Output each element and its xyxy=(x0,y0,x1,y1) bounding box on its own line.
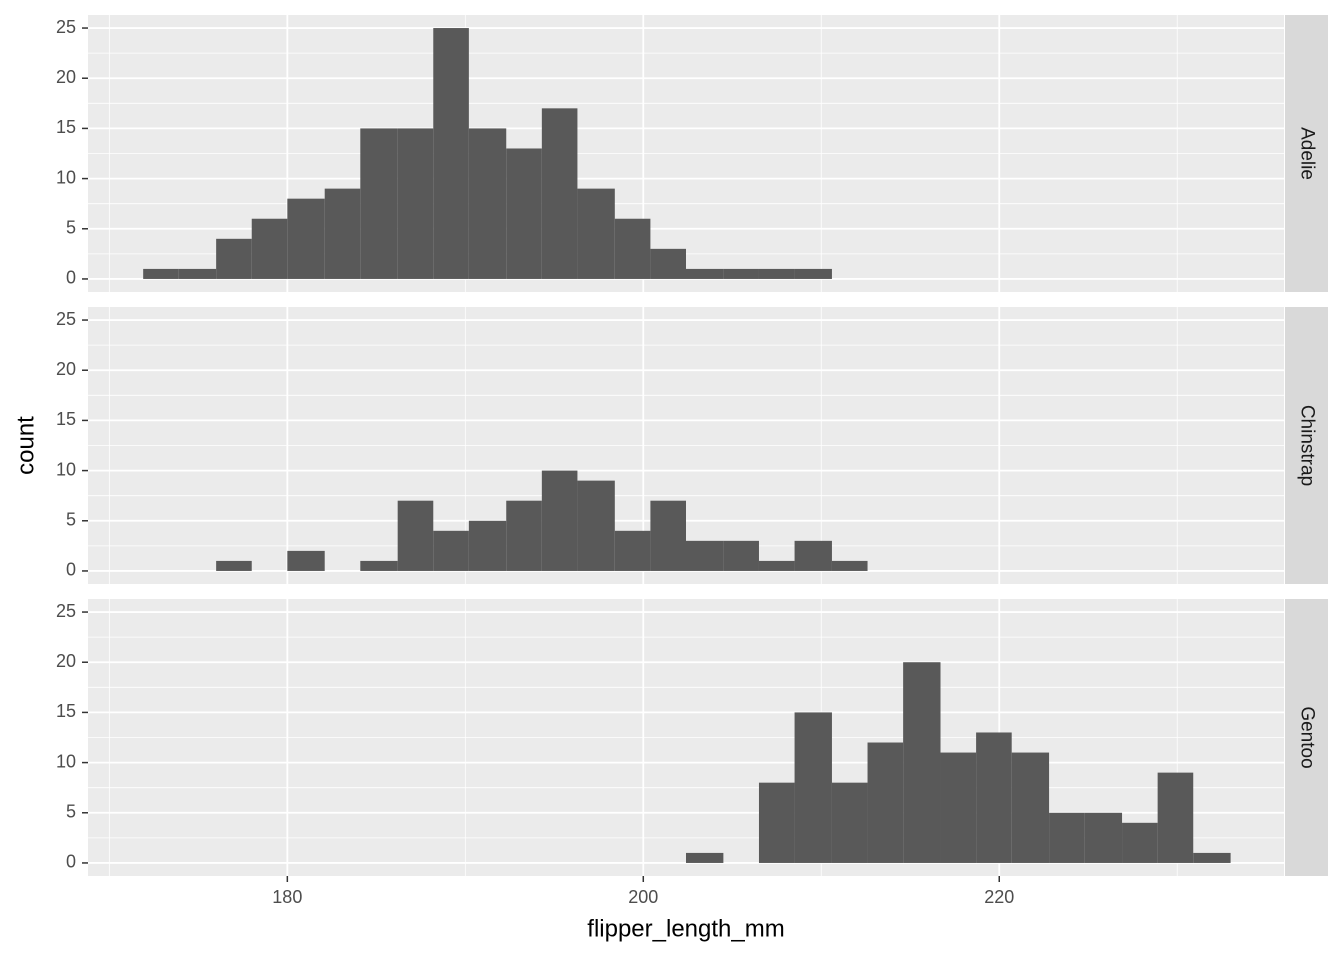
bar xyxy=(577,188,615,279)
bar xyxy=(397,128,434,279)
bar xyxy=(614,530,651,571)
strip-background xyxy=(1285,15,1328,292)
bar xyxy=(1157,772,1194,863)
y-tick-label: 5 xyxy=(66,218,76,238)
bar xyxy=(723,268,759,279)
x-tick-label: 180 xyxy=(272,887,302,907)
y-axis-label: count xyxy=(12,416,39,475)
y-tick-label: 20 xyxy=(56,651,76,671)
bar xyxy=(397,500,434,571)
bar xyxy=(577,480,615,571)
y-tick-label: 0 xyxy=(66,560,76,580)
bar xyxy=(867,742,904,863)
y-tick-label: 25 xyxy=(56,309,76,329)
bar xyxy=(143,268,179,279)
bar xyxy=(758,268,795,279)
bar xyxy=(903,662,941,863)
strip-background xyxy=(1285,307,1328,584)
y-tick-label: 0 xyxy=(66,852,76,872)
y-tick-label: 15 xyxy=(56,117,76,137)
bar xyxy=(216,560,252,571)
bar xyxy=(541,470,578,571)
strip-label: Chinstrap xyxy=(1296,405,1317,486)
bar xyxy=(1122,822,1158,863)
y-tick-label: 25 xyxy=(56,601,76,621)
bar xyxy=(506,500,542,571)
y-tick-label: 25 xyxy=(56,17,76,37)
bar xyxy=(686,540,724,571)
bar xyxy=(178,268,217,279)
bar xyxy=(831,560,868,571)
x-tick-label: 220 xyxy=(984,887,1014,907)
bar xyxy=(506,148,542,279)
x-tick-label: 200 xyxy=(628,887,658,907)
y-tick-label: 5 xyxy=(66,510,76,530)
y-tick-label: 15 xyxy=(56,701,76,721)
bar xyxy=(976,732,1012,863)
bar xyxy=(723,540,759,571)
bar xyxy=(650,500,686,571)
y-tick-label: 5 xyxy=(66,802,76,822)
bar xyxy=(433,28,469,279)
y-tick-label: 10 xyxy=(56,459,76,479)
bar xyxy=(433,530,469,571)
bar xyxy=(1084,812,1123,863)
y-tick-label: 0 xyxy=(66,268,76,288)
y-tick-label: 20 xyxy=(56,359,76,379)
bar xyxy=(1011,752,1050,863)
bar xyxy=(1049,812,1085,863)
bar xyxy=(758,560,795,571)
bar xyxy=(794,268,832,279)
strip-background xyxy=(1285,599,1328,876)
bar xyxy=(541,108,578,279)
bar xyxy=(360,128,398,279)
bar xyxy=(794,712,832,863)
y-tick-label: 20 xyxy=(56,67,76,87)
bar xyxy=(1193,852,1231,863)
bar xyxy=(360,560,398,571)
y-tick-label: 10 xyxy=(56,751,76,771)
strip-label: Adelie xyxy=(1296,127,1317,180)
strip-label: Gentoo xyxy=(1296,706,1317,768)
bar xyxy=(686,268,724,279)
bar xyxy=(468,520,507,571)
x-axis-label: flipper_length_mm xyxy=(587,915,784,942)
bar xyxy=(831,782,868,863)
bar xyxy=(940,752,977,863)
bar xyxy=(468,128,507,279)
bar xyxy=(650,248,686,279)
y-tick-label: 10 xyxy=(56,167,76,187)
bar xyxy=(686,852,724,863)
bar xyxy=(758,782,795,863)
bar xyxy=(251,218,288,279)
bar xyxy=(614,218,651,279)
bar xyxy=(324,188,361,279)
bar xyxy=(794,540,832,571)
bar xyxy=(287,550,325,571)
bar xyxy=(216,238,252,279)
y-tick-label: 15 xyxy=(56,409,76,429)
bar xyxy=(287,198,325,279)
